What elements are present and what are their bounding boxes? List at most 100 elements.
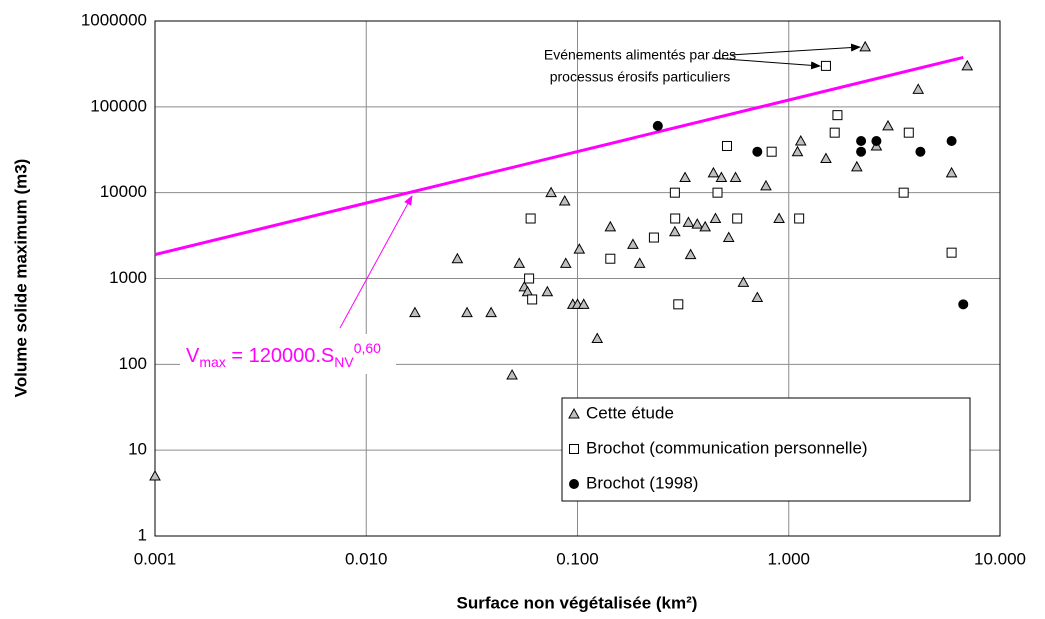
x-tick-label: 10.000: [974, 549, 1026, 568]
triangle-point: [961, 59, 974, 71]
triangle-point: [859, 40, 872, 52]
square-point: [732, 213, 743, 224]
triangle-point: [627, 238, 639, 249]
circle-point: [856, 146, 867, 157]
square-point: [525, 213, 536, 224]
y-tick-label: 10: [128, 440, 147, 459]
circle-point: [652, 120, 663, 131]
square-point: [794, 213, 805, 224]
square-point: [903, 127, 914, 138]
square-point: [648, 232, 659, 243]
x-tick-label: 1.000: [767, 549, 810, 568]
triangle-point: [699, 220, 711, 232]
triangle-point: [545, 186, 557, 198]
triangle-point: [945, 166, 958, 178]
y-tick-label: 1000000: [81, 10, 147, 29]
triangle-point: [633, 257, 646, 268]
formula-part: NV: [334, 354, 354, 370]
square-point: [527, 294, 538, 305]
square-point: [673, 299, 684, 310]
square-point: [605, 253, 616, 264]
y-tick-label: 1000: [109, 268, 147, 287]
triangle-point: [591, 332, 604, 343]
y-tick-label: 1: [138, 525, 147, 544]
x-tick-label: 0.100: [556, 549, 599, 568]
square-point: [524, 273, 535, 284]
fit-line: [154, 56, 964, 257]
circle-point: [915, 146, 926, 157]
square-point: [898, 187, 909, 198]
triangle-point: [707, 166, 720, 178]
triangle-point: [485, 306, 497, 318]
triangle-point: [679, 171, 691, 183]
triangle-point: [691, 218, 704, 229]
circle-point: [871, 135, 882, 146]
triangle-point: [409, 306, 421, 318]
triangle-point: [820, 152, 832, 164]
x-tick-label: 0.010: [345, 549, 388, 568]
square-point: [946, 247, 957, 258]
y-axis-label: Volume solide maximum (m3): [11, 159, 30, 398]
triangle-point: [760, 179, 772, 191]
square-point: [829, 127, 840, 138]
triangle-point: [737, 276, 750, 287]
square-point: [832, 110, 843, 121]
triangle-point: [773, 212, 785, 224]
triangle-point: [573, 243, 586, 254]
triangle-point: [882, 119, 894, 131]
legend-box: [561, 397, 971, 502]
square-point: [669, 187, 680, 198]
triangle-point: [729, 171, 742, 183]
triangle-point: [541, 285, 554, 297]
formula-part: max: [199, 354, 225, 370]
triangle-point: [791, 145, 804, 157]
legend-label: Brochot (communication personnelle): [586, 438, 868, 457]
y-tick-label: 100000: [90, 96, 147, 115]
x-axis-label: Surface non végétalisée (km²): [457, 593, 698, 612]
legend-label: Brochot (1998): [586, 473, 698, 492]
formula-part: = 120000.S: [226, 345, 334, 367]
triangle-point: [722, 231, 735, 243]
triangle-point: [513, 257, 526, 268]
triangle-point: [568, 407, 580, 419]
triangle-point: [669, 225, 681, 237]
legend-label: Cette étude: [586, 403, 674, 422]
annotation-arrow: [711, 57, 821, 70]
annotation-text: Evénements alimentés par des: [544, 47, 736, 63]
triangle-point: [506, 369, 518, 380]
triangle-point: [577, 298, 590, 309]
formula-arrow: [339, 195, 413, 329]
annotation-text: processus érosifs particuliers: [550, 69, 731, 85]
square-point: [712, 187, 723, 198]
triangle-point: [794, 134, 807, 146]
square-point: [820, 60, 831, 71]
formula: Vmax = 120000.SNV0,60: [186, 340, 381, 370]
square-point: [766, 146, 777, 157]
formula-part: V: [186, 345, 200, 367]
annotation-arrow: [729, 43, 861, 56]
triangle-point: [709, 212, 722, 224]
x-tick-label: 0.001: [134, 549, 177, 568]
plot-frame: [154, 20, 1001, 537]
triangle-point: [684, 248, 697, 260]
y-tick-label: 100: [119, 354, 147, 373]
circle-point: [569, 479, 579, 489]
triangle-point: [149, 469, 161, 481]
formula-part: 0,60: [354, 340, 381, 356]
circle-point: [856, 135, 867, 146]
triangle-point: [451, 252, 464, 264]
y-tick-label: 10000: [100, 182, 147, 201]
triangle-point: [682, 216, 695, 227]
triangle-point: [559, 257, 572, 268]
circle-point: [946, 135, 957, 146]
triangle-point: [461, 306, 473, 318]
triangle-point: [850, 160, 863, 172]
square-point: [569, 444, 579, 454]
circle-point: [752, 146, 763, 157]
circle-point: [958, 299, 969, 310]
square-point: [670, 213, 681, 224]
square-point: [721, 140, 732, 151]
triangle-point: [715, 171, 728, 183]
formula-box: [180, 334, 396, 374]
